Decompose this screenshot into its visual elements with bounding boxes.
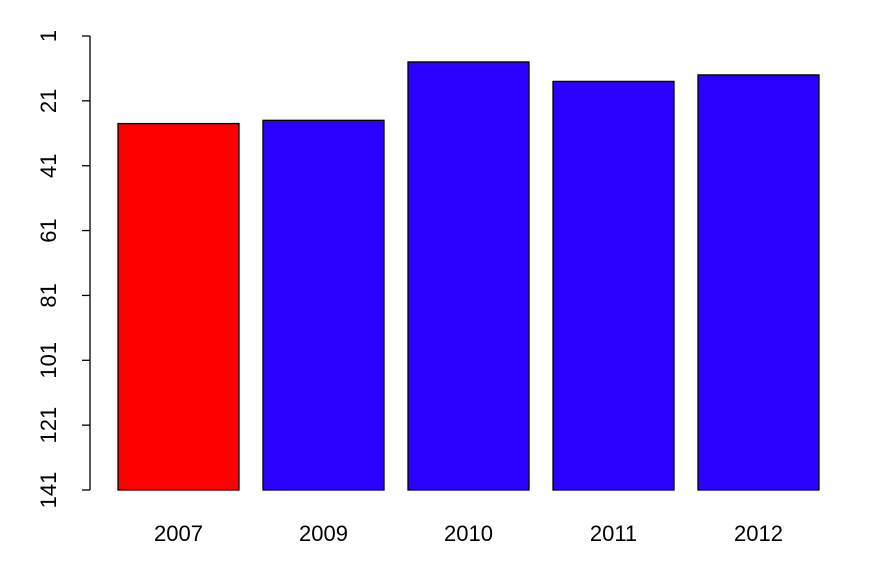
y-tick-label: 81 [36, 283, 61, 307]
y-tick-label: 21 [36, 89, 61, 113]
y-tick-label: 41 [36, 153, 61, 177]
bar [697, 74, 820, 491]
x-tick-label: 2012 [734, 521, 783, 546]
x-tick-label: 2009 [299, 521, 348, 546]
y-tick-label: 141 [36, 472, 61, 509]
x-tick-label: 2010 [444, 521, 493, 546]
bar [117, 122, 240, 491]
bar [552, 80, 675, 491]
bar [262, 119, 385, 491]
y-tick-label: 101 [36, 342, 61, 379]
y-tick-label: 1 [36, 30, 61, 42]
y-tick-label: 121 [36, 407, 61, 444]
bar [407, 61, 530, 491]
x-tick-label: 2011 [590, 521, 637, 546]
x-tick-label: 2007 [154, 521, 203, 546]
y-tick-label: 61 [36, 218, 61, 242]
